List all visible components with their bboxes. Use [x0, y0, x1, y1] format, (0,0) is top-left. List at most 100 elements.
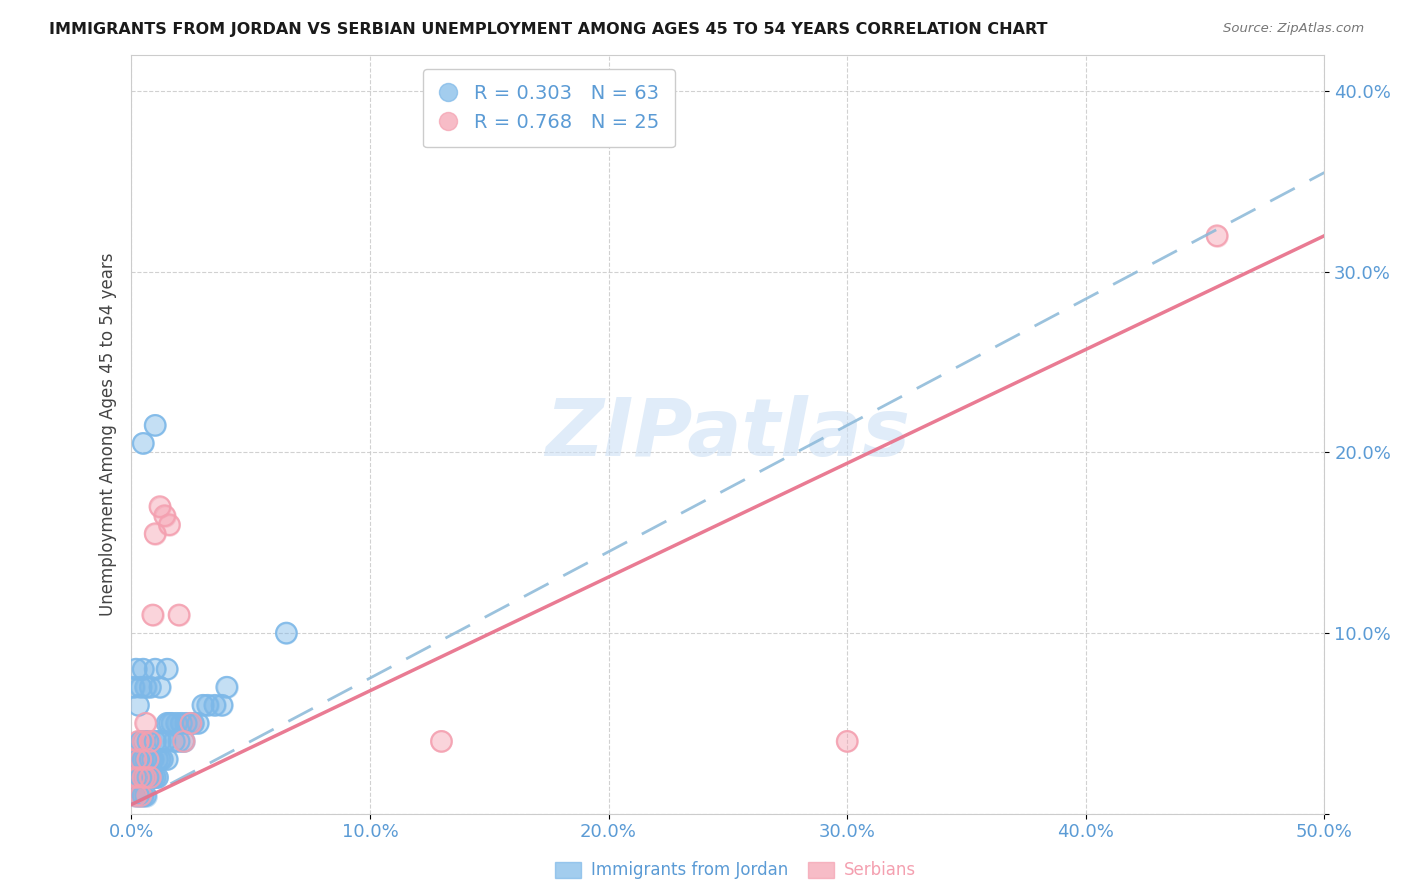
Point: [122, 680, 145, 694]
Point: [181, 716, 204, 731]
Point: [127, 789, 149, 803]
Point: [125, 752, 148, 766]
Point: [135, 789, 157, 803]
Point: [153, 508, 176, 523]
Text: Serbians: Serbians: [844, 861, 915, 879]
Point: [180, 716, 202, 731]
Point: [149, 680, 172, 694]
Point: [132, 734, 155, 748]
Point: [132, 734, 155, 748]
Point: [146, 752, 169, 766]
Point: [197, 698, 219, 713]
Point: [125, 752, 148, 766]
Point: [136, 752, 159, 766]
Point: [163, 734, 186, 748]
Point: [127, 698, 149, 713]
Point: [191, 698, 214, 713]
Point: [135, 771, 157, 785]
Point: [127, 771, 149, 785]
Point: [143, 734, 166, 748]
Point: [129, 789, 152, 803]
Text: Immigrants from Jordan: Immigrants from Jordan: [591, 861, 787, 879]
Point: [135, 716, 157, 731]
Point: [129, 752, 152, 766]
Point: [149, 734, 172, 748]
Point: [132, 771, 155, 785]
Point: [136, 771, 159, 785]
Point: [143, 526, 166, 541]
Point: [139, 771, 162, 785]
Point: [174, 716, 197, 731]
Point: [127, 771, 149, 785]
Point: [146, 752, 169, 766]
Point: [142, 752, 165, 766]
Point: [837, 734, 859, 748]
Point: [136, 752, 159, 766]
Point: [125, 662, 148, 676]
Point: [125, 789, 148, 803]
Point: [132, 734, 155, 748]
Point: [167, 607, 190, 622]
Point: [142, 607, 165, 622]
Point: [156, 716, 179, 731]
Point: [135, 752, 157, 766]
Point: [135, 771, 157, 785]
Point: [170, 716, 193, 731]
Point: [129, 789, 152, 803]
Point: [125, 662, 148, 676]
Point: [1206, 228, 1229, 243]
Point: [122, 771, 145, 785]
Point: [153, 508, 176, 523]
Point: [180, 716, 202, 731]
Point: [139, 752, 162, 766]
Point: [153, 734, 176, 748]
Point: [127, 752, 149, 766]
Point: [127, 752, 149, 766]
Point: [132, 662, 155, 676]
Point: [146, 771, 169, 785]
Point: [122, 771, 145, 785]
Point: [160, 716, 183, 731]
Point: [136, 771, 159, 785]
Point: [142, 752, 165, 766]
Point: [143, 418, 166, 433]
Point: [139, 734, 162, 748]
Point: [129, 734, 152, 748]
Point: [167, 734, 190, 748]
Point: [211, 698, 233, 713]
Point: [139, 752, 162, 766]
Point: [142, 771, 165, 785]
Point: [135, 752, 157, 766]
Point: [170, 716, 193, 731]
Point: [150, 752, 173, 766]
Point: [132, 752, 155, 766]
Point: [125, 752, 148, 766]
Point: [276, 626, 298, 640]
Point: [135, 771, 157, 785]
Point: [143, 771, 166, 785]
Point: [143, 418, 166, 433]
Point: [127, 734, 149, 748]
Point: [127, 789, 149, 803]
Point: [136, 734, 159, 748]
Point: [146, 771, 169, 785]
Point: [127, 771, 149, 785]
Point: [187, 716, 209, 731]
Point: [132, 771, 155, 785]
Point: [139, 734, 162, 748]
Point: [132, 771, 155, 785]
Point: [197, 698, 219, 713]
Point: [122, 680, 145, 694]
Point: [142, 607, 165, 622]
Point: [181, 716, 204, 731]
Point: [132, 771, 155, 785]
Point: [204, 698, 226, 713]
Point: [156, 662, 179, 676]
Point: [163, 734, 186, 748]
Point: [129, 771, 152, 785]
Point: [156, 716, 179, 731]
Point: [129, 680, 152, 694]
Text: IMMIGRANTS FROM JORDAN VS SERBIAN UNEMPLOYMENT AMONG AGES 45 TO 54 YEARS CORRELA: IMMIGRANTS FROM JORDAN VS SERBIAN UNEMPL…: [49, 22, 1047, 37]
Point: [129, 752, 152, 766]
Point: [159, 517, 181, 532]
